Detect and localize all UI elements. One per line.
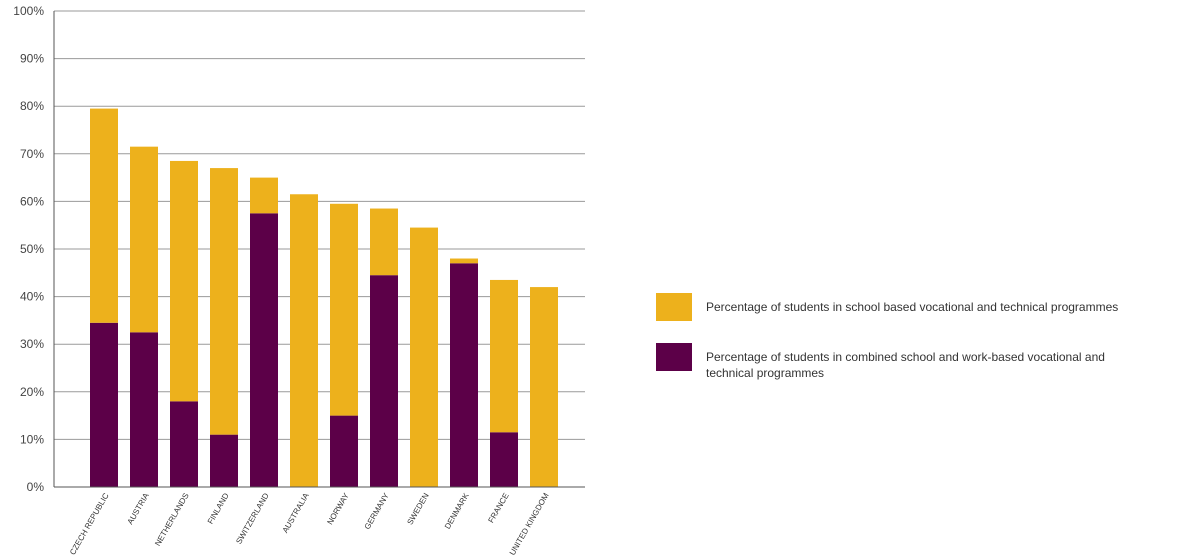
- y-tick-label: 80%: [20, 99, 44, 113]
- legend-item-combined: Percentage of students in combined schoo…: [656, 343, 1186, 381]
- bar-segment: [90, 108, 118, 323]
- legend-label-school-based: Percentage of students in school based v…: [706, 300, 1119, 314]
- y-tick-label: 10%: [20, 432, 44, 446]
- y-tick-label: 70%: [20, 147, 44, 161]
- legend-label-combined: Percentage of students in combined schoo…: [706, 350, 1105, 380]
- x-category-label: SWEDEN: [405, 491, 430, 526]
- stacked-bar-chart: 0% 10% 20% 30% 40% 50% 60% 70% 80% 90% 100% CZECH …: [13, 4, 585, 557]
- x-category-label: UNITED KINGDOM: [508, 491, 551, 557]
- y-tick-label: 20%: [20, 385, 44, 399]
- bar-segment: [370, 275, 398, 487]
- x-category-label: AUSTRALIA: [281, 491, 311, 535]
- bar-segment: [490, 432, 518, 487]
- x-category-label: CZECH REPUBLIC: [68, 491, 111, 556]
- x-category-label: DENMARK: [443, 491, 471, 531]
- x-category-label: FRANCE: [486, 492, 510, 525]
- bars: [90, 108, 558, 488]
- x-category-label: AUSTRIA: [126, 491, 151, 526]
- bar-segment: [130, 146, 158, 333]
- bar-segment: [90, 322, 118, 487]
- y-tick-label: 0%: [27, 480, 45, 494]
- bar-segment: [130, 332, 158, 487]
- x-category-label: GERMANY: [363, 491, 391, 531]
- bar-segment: [450, 263, 478, 487]
- bar-segment: [170, 401, 198, 487]
- y-tick-label: 30%: [20, 337, 44, 351]
- y-tick-label: 60%: [20, 194, 44, 208]
- x-category-label: FINLAND: [206, 491, 231, 525]
- y-axis-tick-labels: 0% 10% 20% 30% 40% 50% 60% 70% 80% 90% 100%: [13, 4, 44, 494]
- legend-item-school-based: Percentage of students in school based v…: [656, 293, 1186, 321]
- y-tick-label: 40%: [20, 290, 44, 304]
- y-tick-label: 100%: [13, 4, 44, 18]
- bar-segment: [330, 203, 358, 416]
- x-category-label: NETHERLANDS: [153, 492, 191, 548]
- bar-segment: [250, 213, 278, 488]
- bar-segment: [210, 434, 238, 487]
- bar-segment: [490, 279, 518, 433]
- legend-swatch-school-based: [656, 293, 692, 321]
- bar-segment: [530, 287, 558, 487]
- bar-segment: [330, 415, 358, 487]
- x-category-label: NORWAY: [325, 491, 351, 526]
- x-category-label: SWITZERLAND: [234, 491, 271, 545]
- x-axis-category-labels: CZECH REPUBLIC AUSTRIA NETHERLANDS FINLAND S…: [68, 491, 551, 557]
- legend: Percentage of students in school based v…: [656, 293, 1186, 403]
- bar-segment: [370, 208, 398, 276]
- bar-segment: [450, 258, 478, 264]
- y-tick-label: 90%: [20, 52, 44, 66]
- bar-segment: [170, 160, 198, 402]
- legend-swatch-combined: [656, 343, 692, 371]
- bar-segment: [290, 194, 318, 487]
- bar-segment: [410, 227, 438, 487]
- bar-segment: [210, 168, 238, 435]
- bar-segment: [250, 177, 278, 214]
- y-tick-label: 50%: [20, 242, 44, 256]
